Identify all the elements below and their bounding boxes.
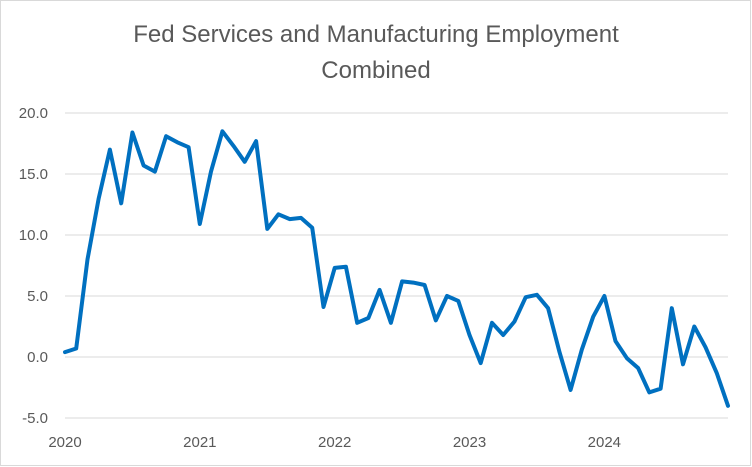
gridlines [65,112,728,419]
y-tick-label: 20.0 [19,105,48,122]
chart-title-line-2: Combined [321,57,431,84]
data-point [501,333,505,337]
x-tick-label: 2024 [588,434,621,451]
data-point [220,129,224,133]
data-point [715,371,719,375]
data-point [187,145,191,149]
data-point [602,294,606,298]
data-point [243,160,247,164]
data-point [153,170,157,174]
data-point [681,362,685,366]
data-point [119,201,123,205]
data-point [670,306,674,310]
data-point [310,226,314,230]
x-tick-label: 2021 [183,434,216,451]
data-point [378,288,382,292]
x-tick-label: 2020 [48,434,81,451]
data-point [625,356,629,360]
data-point [434,318,438,322]
data-point [63,350,67,354]
data-point [490,321,494,325]
data-point [142,163,146,167]
y-axis-tick-labels: 20.0 15.0 10.0 5.0 0.0 -5.0 [19,105,48,427]
data-point [512,320,516,324]
data-point [411,281,415,285]
data-point [726,404,730,408]
data-point [299,216,303,220]
data-point [557,350,561,354]
data-point [333,266,337,270]
data-point [580,348,584,352]
x-tick-label: 2022 [318,434,351,451]
data-point [468,333,472,337]
data-point [288,217,292,221]
x-axis-tick-labels: 2020 2021 2022 2023 2024 [48,434,621,451]
data-point [647,390,651,394]
data-point [524,295,528,299]
data-point [232,144,236,148]
data-point [535,293,539,297]
data-point [321,305,325,309]
data-point [175,140,179,144]
data-point [546,306,550,310]
chart-title-line-1: Fed Services and Manufacturing Employmen… [133,21,619,48]
data-point [479,361,483,365]
data-point [355,321,359,325]
data-point [591,315,595,319]
data-point [198,222,202,226]
data-point [254,139,258,143]
data-point [636,366,640,370]
data-point [614,339,618,343]
data-point [389,321,393,325]
series-line-0 [63,129,730,408]
data-point [344,265,348,269]
y-tick-label: 5.0 [27,288,48,305]
data-point [74,346,78,350]
data-point [265,227,269,231]
data-point [97,196,101,200]
y-tick-label: 0.0 [27,349,48,366]
data-point [164,134,168,138]
series-group [63,129,730,408]
data-point [366,316,370,320]
data-point [659,387,663,391]
data-point [86,257,90,261]
y-tick-label: 10.0 [19,227,48,244]
data-point [400,279,404,283]
data-point [445,294,449,298]
data-point [108,148,112,152]
data-point [692,325,696,329]
x-tick-label: 2023 [453,434,486,451]
data-point [456,299,460,303]
data-point [703,345,707,349]
data-point [130,131,134,135]
data-point [209,170,213,174]
y-tick-label: 15.0 [19,166,48,183]
data-point [423,283,427,287]
data-point [276,212,280,216]
data-point [569,388,573,392]
y-tick-label: -5.0 [22,410,48,427]
